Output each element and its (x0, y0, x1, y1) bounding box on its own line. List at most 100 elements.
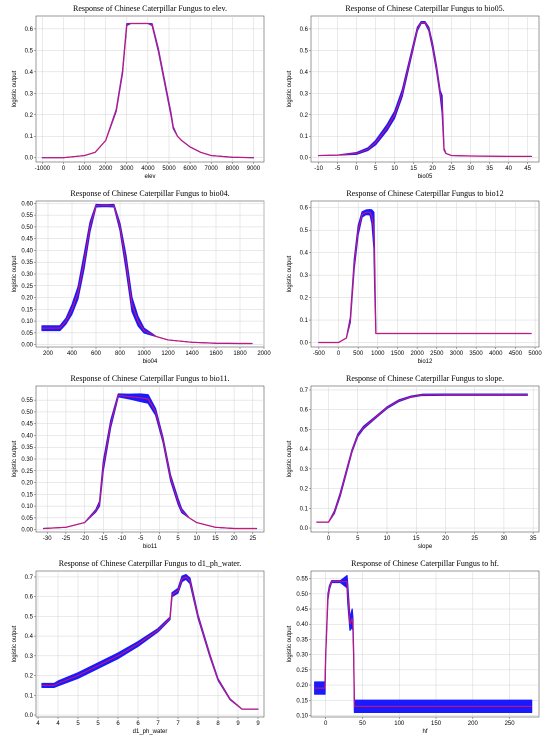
x-tick-label: 4 (36, 721, 40, 727)
x-tick-label: 5 (76, 721, 80, 727)
x-tick-label: 5 (176, 536, 180, 542)
x-tick-label: 1000 (371, 351, 385, 357)
x-tick-label: 1600 (209, 351, 223, 357)
plot-area (310, 570, 540, 718)
y-tick-label: 0.1 (25, 693, 34, 699)
chart-title: Response of Chinese Caterpillar Fungus t… (70, 189, 229, 198)
y-tick-label: 0.45 (21, 237, 33, 243)
x-tick-label: 20 (231, 536, 238, 542)
y-tick-label: 0.50 (21, 410, 33, 416)
y-tick-label: 0.6 (25, 595, 34, 601)
series-line (42, 23, 254, 159)
y-tick-label: 0.40 (21, 433, 33, 439)
y-tick-label: 0.4 (300, 251, 309, 257)
y-tick-label: 0.2 (25, 674, 34, 680)
x-tick-label: 4000 (489, 351, 503, 357)
y-tick-label: 0.2 (300, 113, 309, 119)
y-tick-label: 0.6 (25, 27, 34, 33)
y-tick-label: 0.40 (21, 248, 33, 254)
y-tick-label: 0.25 (21, 469, 33, 475)
y-tick-label: 0.4 (25, 634, 34, 640)
chart-panel-slope: Response of Chinese Caterpillar Fungus t… (275, 370, 550, 555)
y-tick-label: 0.0 (300, 156, 309, 162)
x-tick-label: 6 (136, 721, 140, 727)
y-tick-label: 0.1 (300, 318, 309, 324)
x-tick-label: 0 (355, 166, 359, 172)
x-tick-label: 250 (505, 721, 516, 727)
y-tick-label: 0.5 (300, 48, 309, 54)
x-tick-label: 3000 (450, 351, 464, 357)
y-axis-label: logistic output (12, 70, 18, 107)
x-tick-label: 15 (212, 536, 219, 542)
y-tick-label: 0.10 (296, 713, 308, 719)
chart-svg: Response of Chinese Caterpillar Fungus t… (12, 189, 271, 365)
y-tick-label: 0.30 (21, 272, 33, 278)
x-tick-label: 200 (43, 351, 54, 357)
x-tick-label: 30 (467, 166, 474, 172)
chart-panel-bio04: Response of Chinese Caterpillar Fungus t… (0, 185, 275, 370)
y-tick-label: 0.0 (300, 526, 309, 532)
x-tick-label: 1200 (161, 351, 175, 357)
y-tick-label: 0.6 (300, 408, 309, 414)
chart-title: Response of Chinese Caterpillar Fungus t… (70, 374, 229, 383)
x-tick-label: -500 (313, 351, 326, 357)
y-tick-label: 0.10 (21, 504, 33, 510)
x-tick-label: -10 (118, 536, 127, 542)
y-tick-label: 0.1 (25, 134, 34, 140)
x-tick-label: 0 (158, 536, 162, 542)
x-tick-label: 2000 (410, 351, 424, 357)
x-tick-label: 6 (116, 721, 120, 727)
x-tick-label: 7 (176, 721, 180, 727)
y-tick-label: 0.3 (25, 654, 34, 660)
x-tick-label: 1500 (391, 351, 405, 357)
x-tick-label: 2500 (430, 351, 444, 357)
x-tick-label: 3500 (469, 351, 483, 357)
y-tick-label: 0.00 (21, 528, 33, 534)
y-tick-label: 0.5 (300, 228, 309, 234)
x-tick-label: 200 (468, 721, 479, 727)
y-tick-label: 0.15 (296, 698, 308, 704)
chart-title: Response of Chinese Caterpillar Fungus t… (346, 374, 504, 383)
x-tick-label: 15 (410, 166, 417, 172)
y-tick-label: 0.4 (300, 447, 309, 453)
x-tick-label: 30 (501, 536, 508, 542)
y-tick-label: 0.4 (25, 70, 34, 76)
y-axis-label: logistic output (287, 440, 293, 477)
y-tick-label: 0.00 (21, 343, 33, 349)
x-tick-label: 20 (442, 536, 449, 542)
x-tick-label: 5 (374, 166, 378, 172)
y-tick-label: 0.45 (21, 422, 33, 428)
chart-title: Response of Chinese Caterpillar Fungus t… (345, 4, 504, 13)
y-tick-label: 0.55 (21, 398, 33, 404)
plot-area (310, 15, 540, 163)
y-axis-label: logistic output (12, 440, 18, 477)
x-tick-label: 7 (156, 721, 160, 727)
x-tick-label: 4500 (509, 351, 523, 357)
chart-svg: Response of Chinese Caterpillar Fungus t… (287, 189, 542, 365)
chart-title: Response of Chinese Caterpillar Fungus t… (73, 4, 227, 13)
y-tick-label: 0.05 (21, 331, 33, 337)
y-tick-label: 0.15 (21, 307, 33, 313)
x-axis-label: d1_ph_water (133, 729, 168, 735)
y-tick-label: 0.3 (300, 91, 309, 97)
chart-svg: Response of Chinese Caterpillar Fungus t… (287, 559, 540, 735)
x-tick-label: 4 (56, 721, 60, 727)
chart-panel-d1-ph-water: Response of Chinese Caterpillar Fungus t… (0, 555, 275, 740)
y-tick-label: 0.6 (300, 27, 309, 33)
x-tick-label: -5 (335, 166, 341, 172)
chart-svg: Response of Chinese Caterpillar Fungus t… (12, 4, 265, 180)
y-tick-label: 0.45 (296, 607, 308, 613)
x-tick-label: 20 (429, 166, 436, 172)
y-tick-label: 0.05 (21, 516, 33, 522)
series-line (42, 576, 258, 710)
x-tick-label: 35 (530, 536, 537, 542)
y-axis-label: logistic output (12, 625, 18, 662)
y-tick-label: 0.1 (300, 134, 309, 140)
y-tick-label: 0.0 (300, 341, 309, 347)
y-tick-label: 0.3 (25, 91, 34, 97)
x-tick-label: 10 (391, 166, 398, 172)
chart-panel-bio11: Response of Chinese Caterpillar Fungus t… (0, 370, 275, 555)
x-tick-label: 500 (353, 351, 364, 357)
x-tick-label: 25 (249, 536, 256, 542)
y-tick-label: 0.10 (21, 319, 33, 325)
